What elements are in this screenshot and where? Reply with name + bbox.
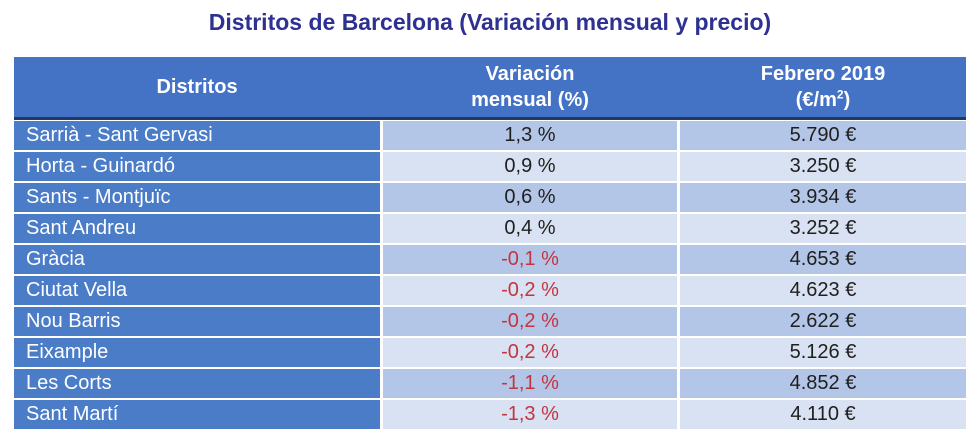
price-cell: 3.934 € (680, 183, 966, 212)
table-row: Nou Barris -0,2 % 2.622 € (14, 307, 966, 336)
header-districts: Distritos (14, 57, 380, 117)
price-cell: 4.653 € (680, 245, 966, 274)
variation-cell: -0,2 % (383, 338, 677, 367)
variation-cell: 0,4 % (383, 214, 677, 243)
variation-cell: -0,2 % (383, 276, 677, 305)
variation-cell: -1,1 % (383, 369, 677, 398)
price-cell: 5.126 € (680, 338, 966, 367)
district-cell: Sant Martí (14, 400, 380, 429)
table-row: Sant Martí -1,3 % 4.110 € (14, 400, 966, 429)
districts-table: Distritos Variación mensual (%) Febrero … (14, 57, 966, 429)
table-row: Sarrià - Sant Gervasi 1,3 % 5.790 € (14, 121, 966, 150)
district-cell: Sants - Montjuïc (14, 183, 380, 212)
header-variation-line2: mensual (%) (471, 89, 589, 111)
table-row: Sant Andreu 0,4 % 3.252 € (14, 214, 966, 243)
header-districts-label: Distritos (156, 76, 238, 98)
variation-cell: 0,6 % (383, 183, 677, 212)
header-variation: Variación mensual (%) (383, 57, 677, 117)
district-cell: Nou Barris (14, 307, 380, 336)
price-cell: 3.252 € (680, 214, 966, 243)
district-cell: Sarrià - Sant Gervasi (14, 121, 380, 150)
district-cell: Gràcia (14, 245, 380, 274)
variation-cell: 0,9 % (383, 152, 677, 181)
price-cell: 4.110 € (680, 400, 966, 429)
header-price-line2: (€/m2) (795, 87, 851, 111)
table-row: Sants - Montjuïc 0,6 % 3.934 € (14, 183, 966, 212)
district-cell: Les Corts (14, 369, 380, 398)
district-cell: Eixample (14, 338, 380, 367)
page-title: Distritos de Barcelona (Variación mensua… (208, 9, 772, 35)
price-cell: 2.622 € (680, 307, 966, 336)
price-cell: 4.852 € (680, 369, 966, 398)
table-row: Ciutat Vella -0,2 % 4.623 € (14, 276, 966, 305)
price-cell: 4.623 € (680, 276, 966, 305)
header-price: Febrero 2019 (€/m2) (680, 57, 966, 117)
variation-cell: -1,3 % (383, 400, 677, 429)
header-divider-line (14, 117, 966, 120)
table-row: Horta - Guinardó 0,9 % 3.250 € (14, 152, 966, 181)
header-variation-line1: Variación (485, 63, 575, 85)
header-price-superscript: 2 (836, 87, 844, 102)
table-row: Gràcia -0,1 % 4.653 € (14, 245, 966, 274)
table-body: Sarrià - Sant Gervasi 1,3 % 5.790 € Hort… (14, 121, 966, 429)
price-cell: 3.250 € (680, 152, 966, 181)
table-row: Les Corts -1,1 % 4.852 € (14, 369, 966, 398)
variation-cell: -0,1 % (383, 245, 677, 274)
price-cell: 5.790 € (680, 121, 966, 150)
district-cell: Ciutat Vella (14, 276, 380, 305)
variation-cell: 1,3 % (383, 121, 677, 150)
variation-cell: -0,2 % (383, 307, 677, 336)
district-cell: Horta - Guinardó (14, 152, 380, 181)
table-row: Eixample -0,2 % 5.126 € (14, 338, 966, 367)
header-price-line1: Febrero 2019 (760, 63, 886, 85)
table-header-row: Distritos Variación mensual (%) Febrero … (14, 57, 966, 117)
district-cell: Sant Andreu (14, 214, 380, 243)
